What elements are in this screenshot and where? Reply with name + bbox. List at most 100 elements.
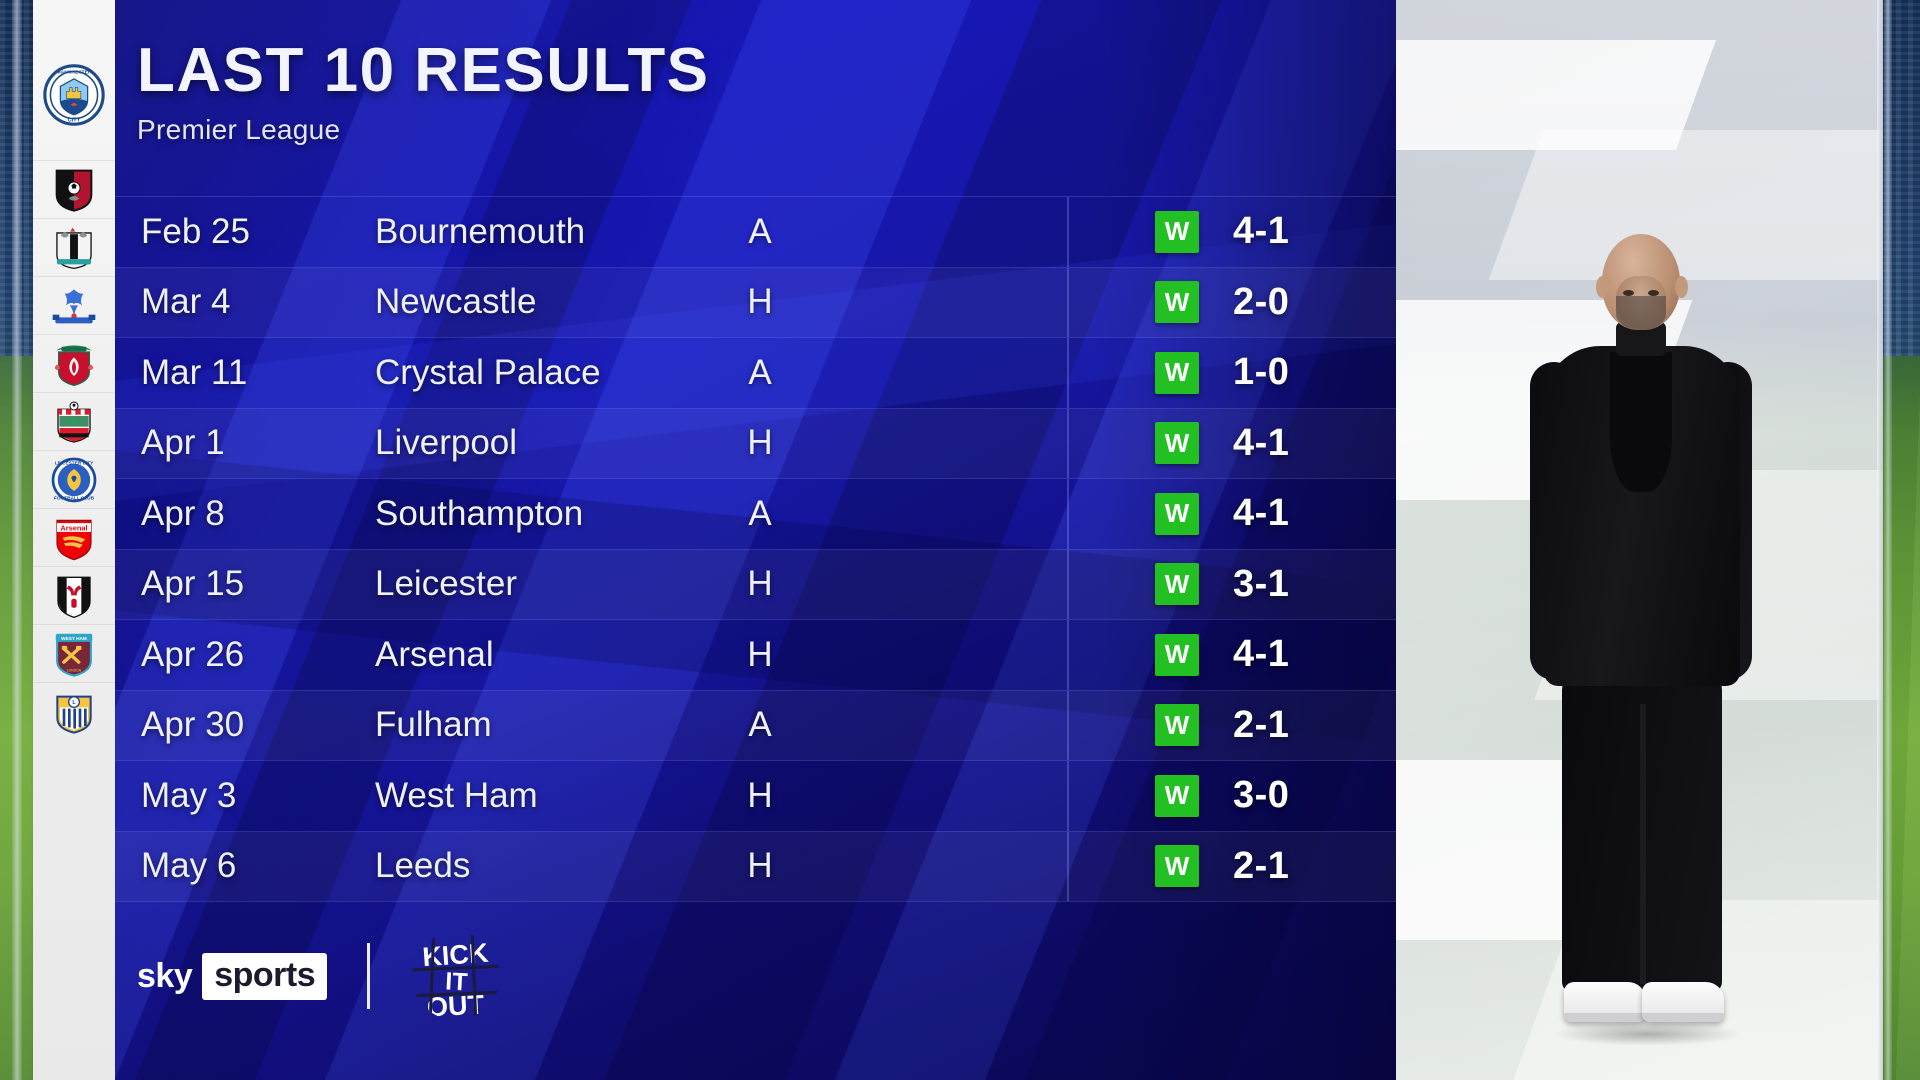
cell-outcome: W: [1155, 422, 1199, 465]
leicester-city-crest: LEICESTER CITY FOOTBALL CLUB: [51, 457, 97, 502]
cell-opponent: West Ham: [375, 775, 538, 815]
column-divider: [1067, 831, 1069, 901]
cell-opponent: Arsenal: [375, 634, 494, 674]
table-row[interactable]: Apr 15 Leicester H W 3-1: [115, 548, 1396, 619]
rail-item-opponent-crest[interactable]: [33, 334, 115, 392]
results-table: Feb 25 Bournemouth A W 4-1 Mar 4 Newcastle H W 2-…: [115, 196, 1396, 901]
portrait-shadow: [1552, 1022, 1742, 1046]
outcome-badge: W: [1155, 774, 1199, 817]
outcome-badge: W: [1155, 845, 1199, 888]
team-crest-rail: MANCHESTER CITY: [33, 0, 115, 1080]
cell-outcome: W: [1155, 704, 1199, 747]
svg-text:LONDON: LONDON: [67, 668, 82, 672]
cell-venue: H: [747, 282, 773, 322]
cell-date: Feb 25: [141, 211, 250, 251]
outcome-badge: W: [1155, 210, 1199, 253]
cell-venue: A: [748, 352, 772, 392]
crystal-palace-crest: [52, 288, 96, 323]
portrait-eye-right: [1648, 290, 1659, 296]
page-title: LAST 10 RESULTS: [137, 36, 710, 105]
svg-text:FOOTBALL CLUB: FOOTBALL CLUB: [54, 495, 95, 501]
table-row[interactable]: Apr 26 Arsenal H W 4-1: [115, 619, 1396, 690]
column-divider: [1067, 197, 1069, 267]
cell-date: Apr 15: [141, 564, 245, 604]
rail-item-opponent-crest[interactable]: LEICESTER CITY FOOTBALL CLUB: [33, 450, 115, 508]
cell-score: 3-0: [1233, 774, 1290, 817]
rail-item-opponent-crest[interactable]: [33, 218, 115, 276]
table-row[interactable]: Mar 11 Crystal Palace A W 1-0: [115, 337, 1396, 408]
cell-opponent: Leicester: [375, 564, 518, 604]
cell-date: Apr 8: [141, 493, 225, 533]
rail-item-opponent-crest[interactable]: [33, 160, 115, 218]
portrait-shoe-left: [1564, 982, 1646, 1022]
cell-opponent: Bournemouth: [375, 211, 586, 251]
photo-panel-edge: [1877, 0, 1883, 1080]
outcome-badge: W: [1155, 563, 1199, 606]
rail-item-opponent-crest[interactable]: [33, 392, 115, 450]
outcome-badge: W: [1155, 704, 1199, 747]
cell-date: Mar 11: [141, 352, 248, 392]
table-row[interactable]: Mar 4 Newcastle H W 2-0: [115, 266, 1396, 337]
logo-divider: [367, 943, 371, 1009]
column-divider: [1067, 761, 1069, 831]
sky-logo-sports-box: sports: [202, 952, 328, 1000]
outcome-badge: W: [1155, 492, 1199, 535]
liverpool-crest: [54, 344, 94, 386]
cell-venue: A: [748, 493, 772, 533]
svg-text:LEICESTER CITY: LEICESTER CITY: [55, 460, 94, 466]
cell-outcome: W: [1155, 633, 1199, 676]
portrait-ear-left: [1596, 276, 1609, 298]
west-ham-united-crest: WEST HAM LONDON: [55, 633, 93, 677]
rail-item-opponent-crest[interactable]: L: [33, 682, 115, 740]
cell-venue: H: [747, 564, 773, 604]
svg-text:WEST HAM: WEST HAM: [61, 635, 87, 641]
header: LAST 10 RESULTS Premier League: [137, 40, 710, 146]
portrait-shoe-right: [1642, 982, 1724, 1022]
cell-venue: H: [747, 634, 773, 674]
rail-item-opponent-crest[interactable]: [33, 566, 115, 624]
table-row[interactable]: Apr 1 Liverpool H W 4-1: [115, 407, 1396, 478]
outcome-badge: W: [1155, 281, 1199, 324]
table-row[interactable]: May 6 Leeds H W 2-1: [115, 830, 1396, 901]
cell-date: Apr 1: [141, 423, 225, 463]
cell-date: Apr 26: [141, 634, 245, 674]
svg-text:L: L: [72, 700, 76, 706]
cell-outcome: W: [1155, 563, 1199, 606]
table-row[interactable]: Apr 8 Southampton A W 4-1: [115, 478, 1396, 549]
sky-logo-word: sky: [137, 956, 193, 995]
rail-item-opponent-crest[interactable]: [33, 276, 115, 334]
svg-text:CITY: CITY: [68, 118, 81, 124]
cell-outcome: W: [1155, 845, 1199, 888]
cell-score: 2-0: [1233, 280, 1290, 323]
cell-opponent: Newcastle: [375, 282, 537, 322]
cell-opponent: Fulham: [375, 705, 492, 745]
cell-venue: A: [748, 211, 772, 251]
cell-venue: H: [747, 775, 773, 815]
cell-score: 4-1: [1233, 210, 1290, 253]
column-divider: [1067, 267, 1069, 337]
portrait-leg-split: [1640, 704, 1646, 984]
cell-venue: A: [748, 705, 772, 745]
table-row[interactable]: Feb 25 Bournemouth A W 4-1: [115, 196, 1396, 267]
portrait-eye-left: [1623, 290, 1634, 296]
leeds-united-crest: L: [56, 695, 92, 734]
rail-item-team-crest[interactable]: MANCHESTER CITY: [33, 30, 115, 160]
arsenal-crest: Arsenal: [56, 519, 92, 560]
sky-sports-logo: sky sports: [137, 952, 328, 1000]
cell-opponent: Leeds: [375, 846, 471, 886]
portrait-legs: [1562, 672, 1722, 992]
cell-score: 2-1: [1233, 703, 1290, 746]
column-divider: [1067, 338, 1069, 408]
outcome-badge: W: [1155, 351, 1199, 394]
cell-date: Apr 30: [141, 705, 245, 745]
rail-item-opponent-crest[interactable]: Arsenal: [33, 508, 115, 566]
manager-portrait: [1492, 234, 1792, 1054]
portrait-beard: [1616, 296, 1666, 330]
cell-score: 4-1: [1233, 421, 1290, 464]
table-row[interactable]: Apr 30 Fulham A W 2-1: [115, 689, 1396, 760]
column-divider: [1067, 479, 1069, 549]
table-row[interactable]: May 3 West Ham H W 3-0: [115, 760, 1396, 831]
camera-post-left: [12, 0, 22, 1080]
rail-item-opponent-crest[interactable]: WEST HAM LONDON: [33, 624, 115, 682]
cell-score: 2-1: [1233, 844, 1290, 887]
